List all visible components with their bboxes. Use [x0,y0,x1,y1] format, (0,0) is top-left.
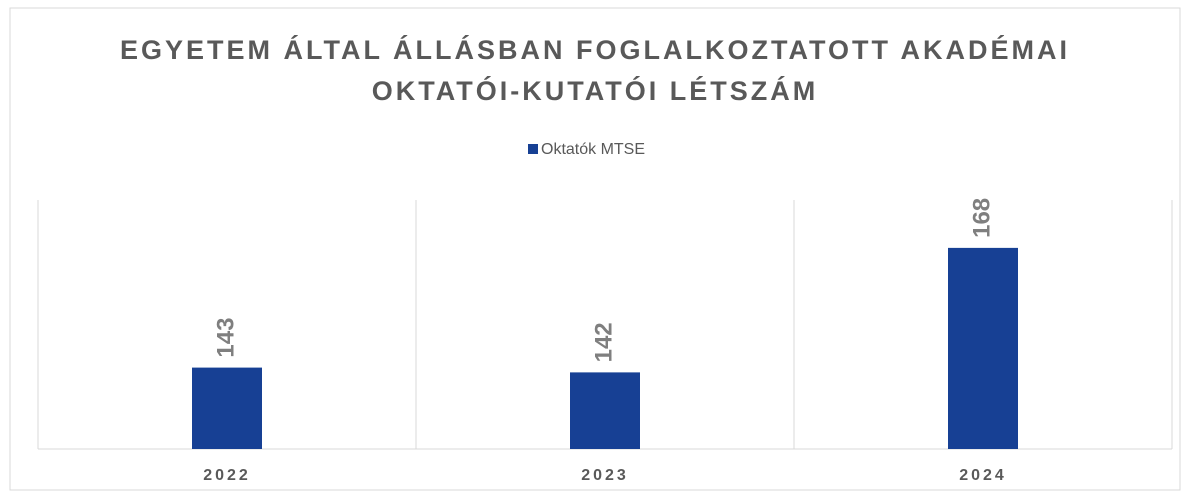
x-tick-label: 2024 [959,467,1007,484]
data-label: 143 [212,318,239,358]
bar [948,247,1018,449]
legend-label: Oktatók MTSE [541,141,645,158]
bar [192,367,262,449]
x-tick-label: 2022 [203,467,251,484]
data-label: 142 [590,322,617,362]
legend-swatch [528,144,538,154]
data-label: 168 [968,198,995,238]
x-tick-label: 2023 [581,467,629,484]
chart-title: EGYETEM ÁLTAL ÁLLÁSBAN FOGLALKOZTATOTT A… [120,35,1070,106]
bar [570,372,640,449]
